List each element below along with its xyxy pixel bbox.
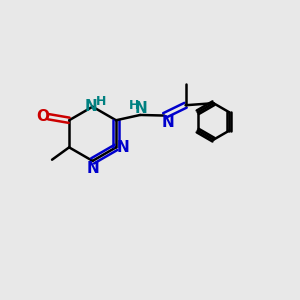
Text: N: N bbox=[116, 140, 129, 155]
Text: N: N bbox=[161, 116, 174, 130]
Text: O: O bbox=[37, 109, 50, 124]
Text: N: N bbox=[134, 101, 147, 116]
Text: N: N bbox=[85, 99, 98, 114]
Text: H: H bbox=[129, 99, 140, 112]
Text: H: H bbox=[96, 95, 106, 108]
Text: N: N bbox=[86, 161, 99, 176]
